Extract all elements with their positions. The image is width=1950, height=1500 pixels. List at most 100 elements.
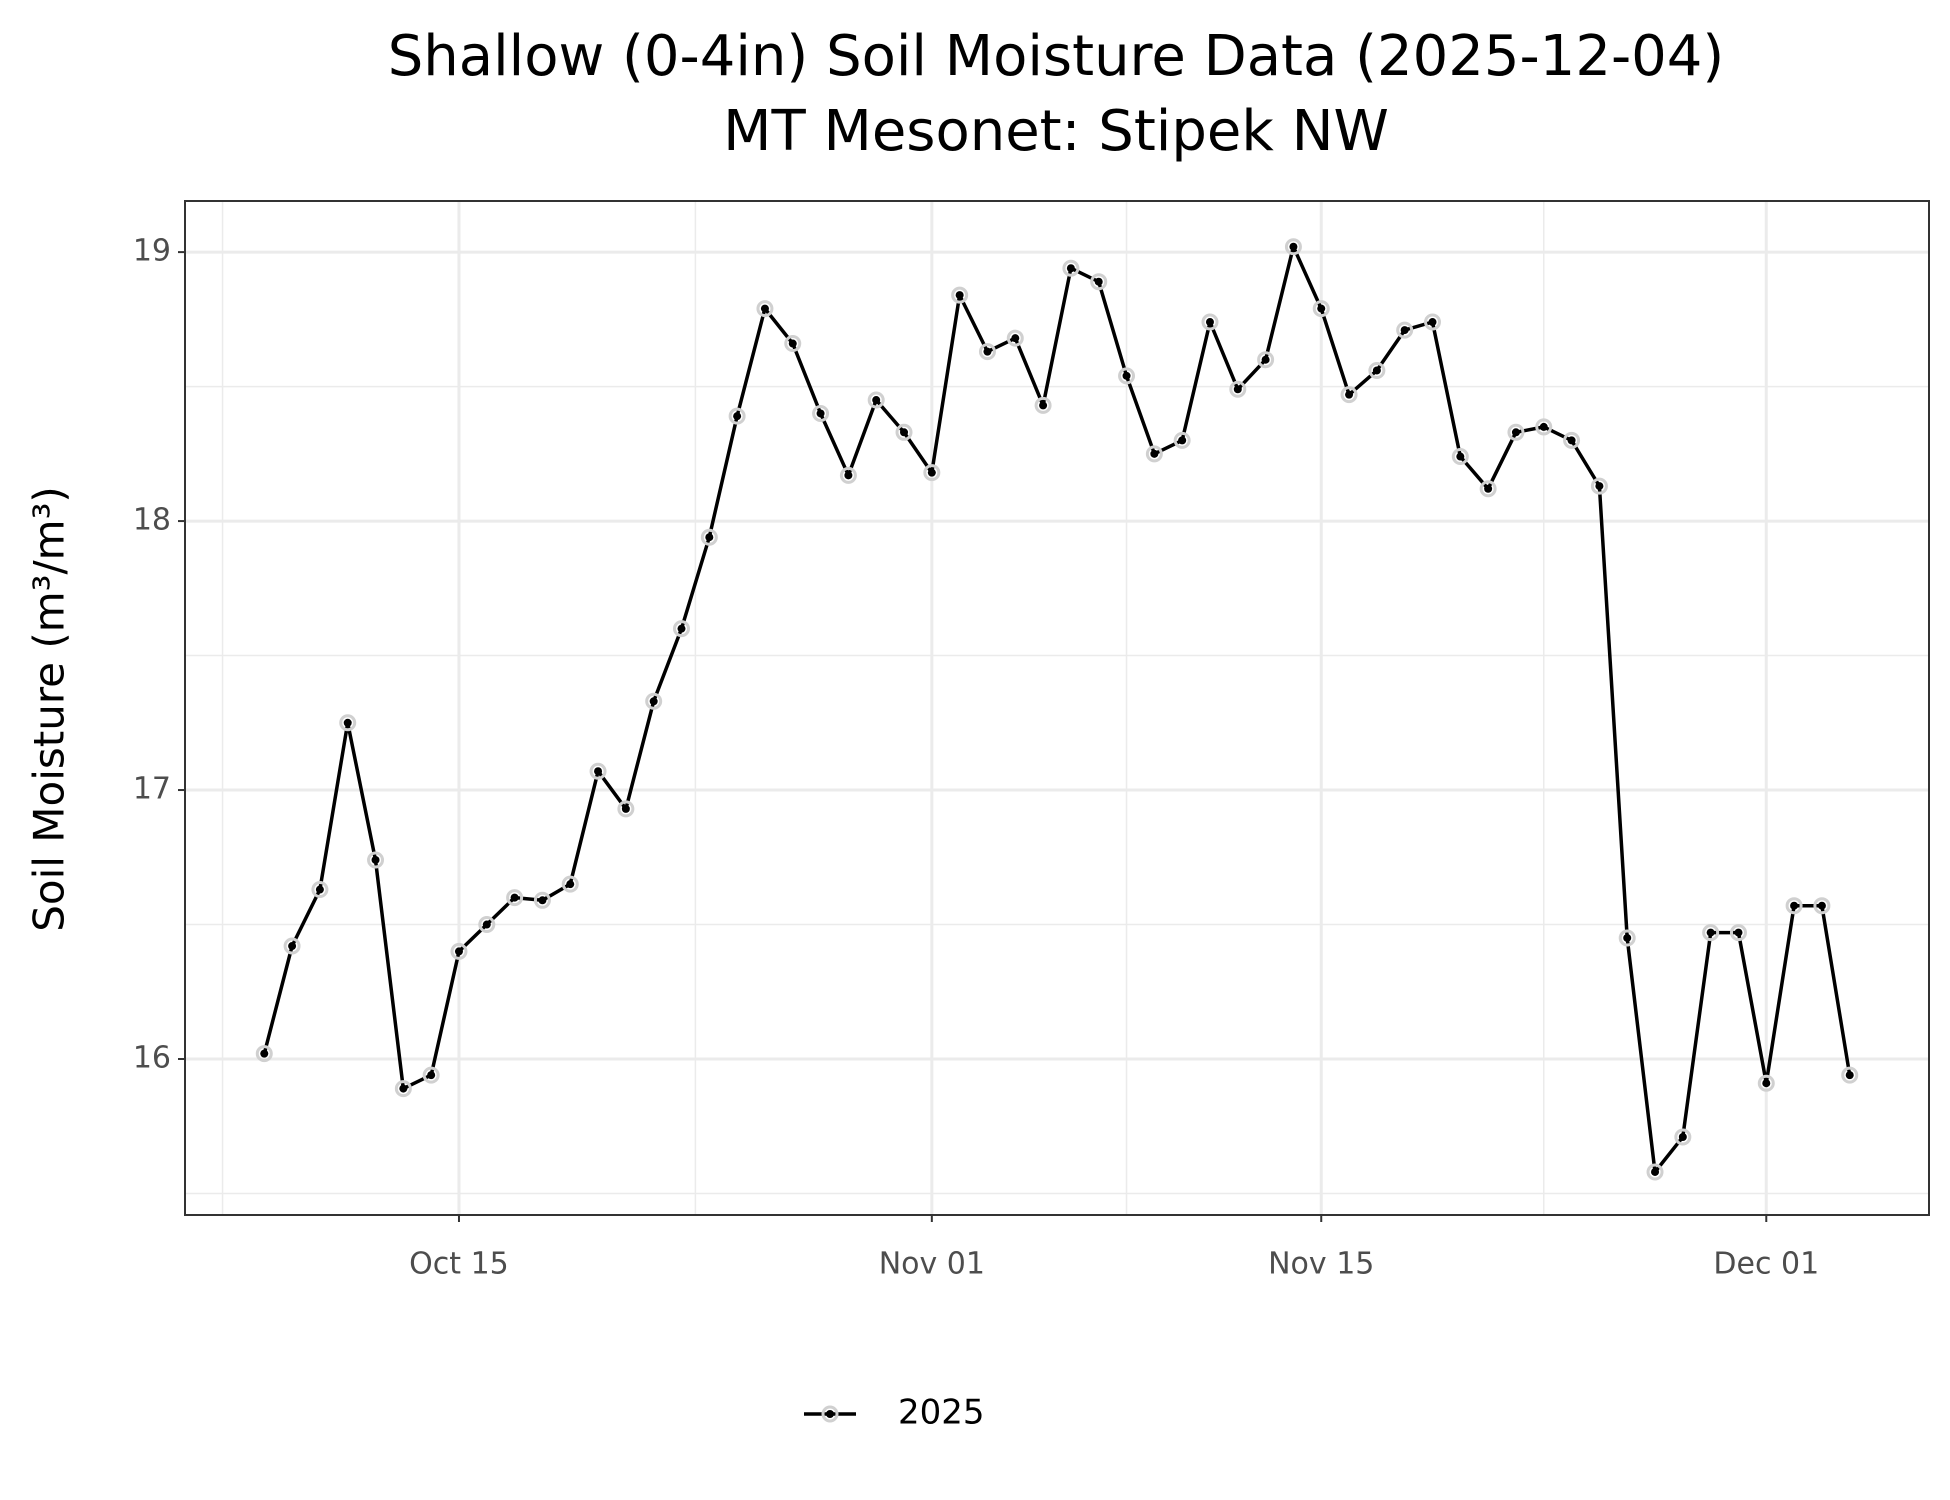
- point-halo: [784, 335, 802, 353]
- point-halo: [645, 692, 663, 710]
- point-halo: [728, 407, 746, 425]
- point-halo: [533, 891, 551, 909]
- data-point: [1233, 385, 1242, 394]
- point-halo: [1312, 300, 1330, 318]
- point-halo: [450, 942, 468, 960]
- point-halo: [506, 889, 524, 907]
- data-point: [427, 1071, 436, 1080]
- data-point: [454, 947, 463, 956]
- data-point: [900, 428, 909, 437]
- legend-halo: [821, 1405, 839, 1423]
- data-point: [1011, 334, 1020, 343]
- data-point: [1150, 449, 1159, 458]
- data-point: [1817, 901, 1826, 910]
- data-point: [1623, 933, 1632, 942]
- data-point: [1845, 1071, 1854, 1080]
- data-point: [1428, 318, 1437, 327]
- data-point: [649, 697, 658, 706]
- point-halo: [1702, 924, 1720, 942]
- data-point: [1345, 390, 1354, 399]
- data-point: [1066, 264, 1075, 273]
- data-point: [1734, 928, 1743, 937]
- data-point: [788, 339, 797, 348]
- point-halo: [672, 620, 690, 638]
- point-halo: [1145, 445, 1163, 463]
- point-halo: [1590, 477, 1608, 495]
- point-halo: [1284, 238, 1302, 256]
- data-point: [1484, 484, 1493, 493]
- legend-label: 2025: [898, 1393, 985, 1433]
- data-point: [343, 718, 352, 727]
- data-point: [1039, 401, 1048, 410]
- data-point: [1456, 452, 1465, 461]
- data-point: [288, 942, 297, 951]
- data-point: [1567, 436, 1576, 445]
- point-halo: [1201, 313, 1219, 331]
- point-halo: [1813, 897, 1831, 915]
- point-halo: [951, 286, 969, 304]
- data-point: [399, 1084, 408, 1093]
- data-point: [510, 893, 519, 902]
- point-halo: [1229, 380, 1247, 398]
- point-halo: [1034, 396, 1052, 414]
- data-point: [371, 855, 380, 864]
- y-tick-label: 16: [133, 1041, 171, 1076]
- data-point: [705, 533, 714, 542]
- point-halo: [812, 404, 830, 422]
- data-point: [1762, 1079, 1771, 1088]
- data-point: [621, 804, 630, 813]
- point-halo: [1340, 386, 1358, 404]
- chart-subtitle: MT Mesonet: Stipek NW: [723, 99, 1389, 164]
- data-point: [1790, 901, 1799, 910]
- point-halo: [1646, 1163, 1664, 1181]
- data-point: [760, 304, 769, 313]
- point-halo: [1535, 418, 1553, 436]
- point-halo: [561, 875, 579, 893]
- data-point: [677, 624, 686, 633]
- point-halo: [756, 300, 774, 318]
- point-halo: [589, 762, 607, 780]
- point-halo: [1674, 1128, 1692, 1146]
- data-point: [1205, 318, 1214, 327]
- data-point: [733, 412, 742, 421]
- point-halo: [367, 851, 385, 869]
- point-halo: [1062, 259, 1080, 277]
- point-halo: [422, 1066, 440, 1084]
- data-point: [1261, 355, 1270, 364]
- x-tick-label: Oct 15: [409, 1247, 509, 1282]
- data-point: [844, 471, 853, 480]
- data-point: [1706, 928, 1715, 937]
- data-point: [1122, 371, 1131, 380]
- point-halo: [1507, 423, 1525, 441]
- point-halo: [1368, 361, 1386, 379]
- data-point: [260, 1049, 269, 1058]
- data-point: [816, 409, 825, 418]
- data-point: [1539, 422, 1548, 431]
- point-halo: [1173, 431, 1191, 449]
- data-point: [1178, 436, 1187, 445]
- series-line: [262, 244, 1852, 1174]
- point-halo: [867, 391, 885, 409]
- data-point: [955, 291, 964, 300]
- data-point: [566, 880, 575, 889]
- data-point: [482, 920, 491, 929]
- point-halo: [394, 1080, 412, 1098]
- chart-title: Shallow (0-4in) Soil Moisture Data (2025…: [388, 24, 1725, 89]
- y-tick-label: 17: [133, 772, 171, 807]
- data-point: [1511, 428, 1520, 437]
- point-halo: [339, 714, 357, 732]
- point-halo: [1785, 897, 1803, 915]
- data-point: [1651, 1167, 1660, 1176]
- point-halo: [1841, 1066, 1859, 1084]
- y-tick-label: 18: [133, 503, 171, 538]
- point-halo: [700, 528, 718, 546]
- point-halo: [895, 423, 913, 441]
- point-halo: [1479, 480, 1497, 498]
- point-halo: [1729, 924, 1747, 942]
- legend-dot: [826, 1410, 834, 1418]
- point-halo: [478, 916, 496, 934]
- point-halo: [1257, 351, 1275, 369]
- point-halo: [1424, 313, 1442, 331]
- point-halo: [1618, 929, 1636, 947]
- point-halo: [311, 881, 329, 899]
